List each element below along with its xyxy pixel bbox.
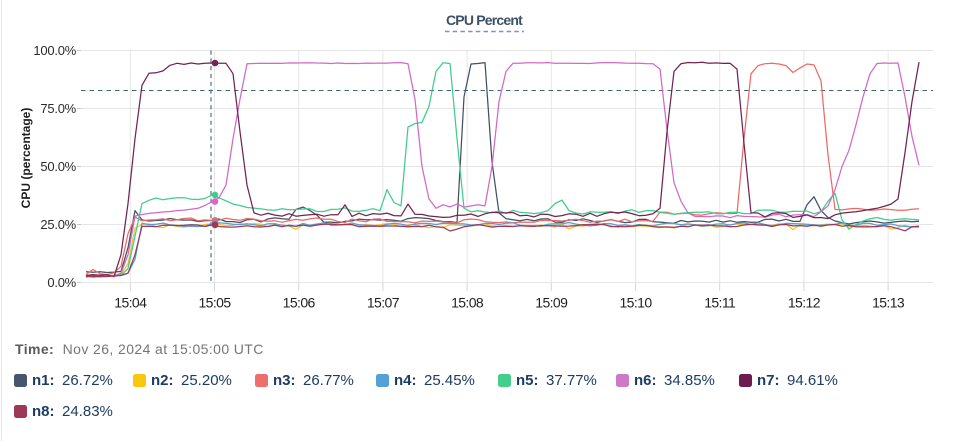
svg-text:15:05: 15:05	[198, 295, 231, 311]
svg-text:15:11: 15:11	[704, 295, 736, 311]
svg-text:15:12: 15:12	[788, 295, 821, 311]
svg-text:100.0%: 100.0%	[33, 43, 76, 58]
svg-text:15:07: 15:07	[367, 295, 400, 311]
svg-text:15:08: 15:08	[451, 295, 484, 311]
svg-text:0.0%: 0.0%	[47, 275, 76, 290]
svg-text:15:06: 15:06	[283, 295, 316, 311]
svg-text:15:13: 15:13	[872, 295, 905, 311]
svg-text:15:09: 15:09	[535, 295, 568, 311]
svg-text:50.0%: 50.0%	[40, 159, 76, 174]
svg-text:CPU Percent: CPU Percent	[446, 12, 523, 28]
svg-text:CPU (percentage): CPU (percentage)	[19, 108, 33, 209]
svg-text:75.0%: 75.0%	[40, 101, 76, 116]
svg-text:15:04: 15:04	[114, 295, 147, 311]
svg-text:15:10: 15:10	[619, 295, 652, 311]
svg-text:25.0%: 25.0%	[40, 217, 76, 232]
